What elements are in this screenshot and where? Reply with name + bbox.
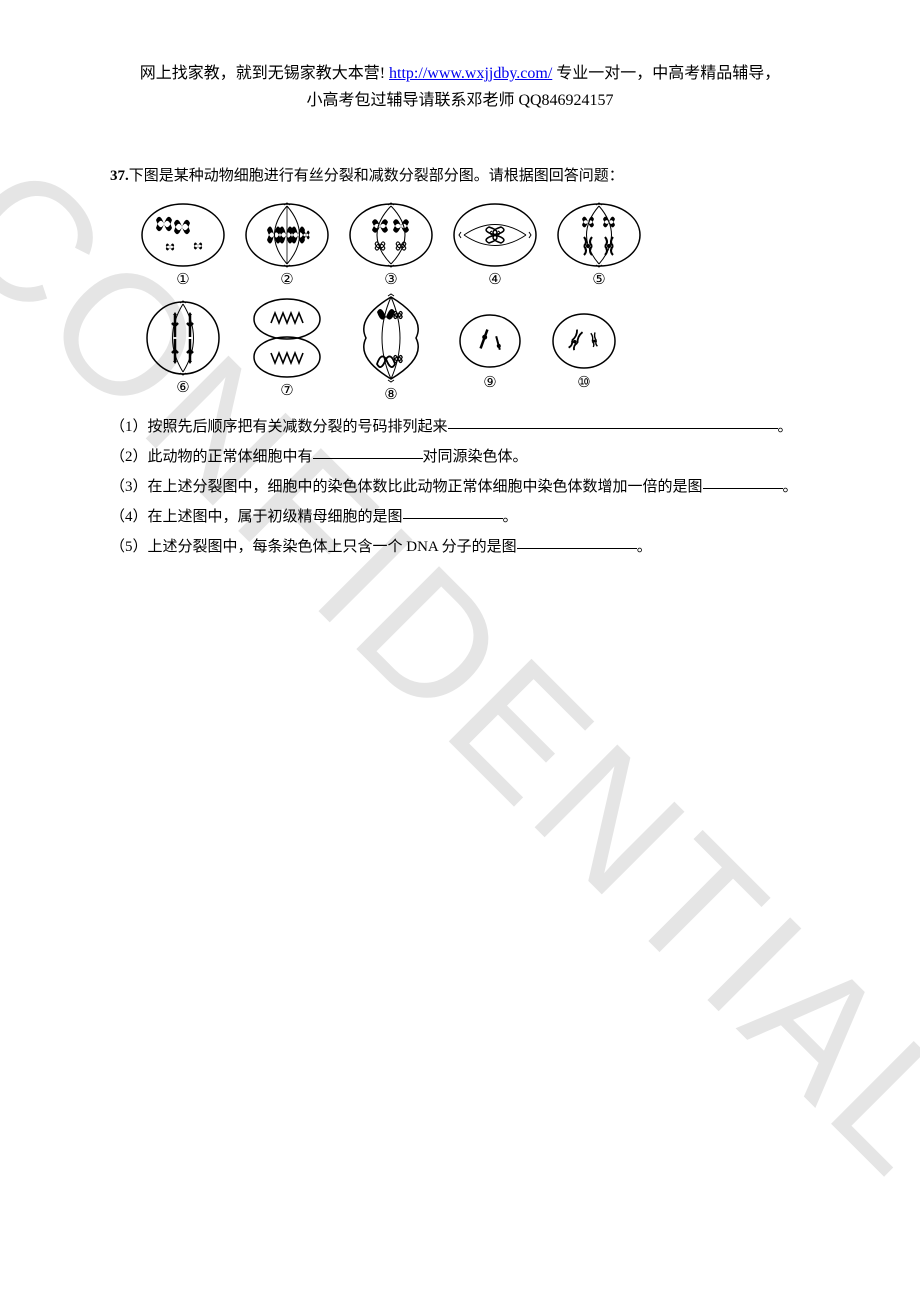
cell-5: ⑤ bbox=[556, 202, 642, 289]
subq-3-pre: （3）在上述分裂图中，细胞中的染色体数比此动物正常体细胞中染色体数增加一倍的是图 bbox=[110, 479, 703, 495]
subq-4: （4）在上述图中，属于初级精母细胞的是图 。 bbox=[110, 502, 810, 532]
cell-6: ⑥ bbox=[140, 300, 226, 397]
cell-diagrams: ① ② bbox=[140, 202, 810, 404]
cell-label-4: ④ bbox=[488, 270, 501, 289]
cell-label-2: ② bbox=[280, 270, 293, 289]
cell-2: ② bbox=[244, 202, 330, 289]
subq-3-end: 。 bbox=[783, 479, 798, 495]
subq-2-pre: （2）此动物的正常体细胞中有 bbox=[110, 449, 313, 465]
cell-label-5: ⑤ bbox=[592, 270, 605, 289]
subq-2-post: 对同源染色体。 bbox=[423, 449, 528, 465]
blank-2 bbox=[313, 444, 423, 459]
subq-1-end: 。 bbox=[778, 419, 793, 435]
cell-8: ⑧ bbox=[348, 293, 434, 404]
question-text: 下图是某种动物细胞进行有丝分裂和减数分裂部分图。请根据图回答问题： bbox=[129, 168, 624, 184]
cell-3: ③ bbox=[348, 202, 434, 289]
subq-4-pre: （4）在上述图中，属于初级精母细胞的是图 bbox=[110, 509, 403, 525]
header-pre-text: 网上找家教，就到无锡家教大本营! bbox=[140, 65, 389, 82]
header-line2: 小高考包过辅导请联系邓老师 QQ846924157 bbox=[306, 92, 613, 109]
subq-3: （3）在上述分裂图中，细胞中的染色体数比此动物正常体细胞中染色体数增加一倍的是图… bbox=[110, 472, 810, 502]
cell-9: ⑨ bbox=[452, 305, 528, 392]
sub-questions: （1）按照先后顺序把有关减数分裂的号码排列起来。 （2）此动物的正常体细胞中有对… bbox=[110, 412, 810, 562]
cell-label-6: ⑥ bbox=[176, 378, 189, 397]
cell-10: ⑩ bbox=[546, 305, 622, 392]
subq-5-end: 。 bbox=[637, 539, 652, 555]
subq-5: （5）上述分裂图中，每条染色体上只含一个 DNA 分子的是图 。 bbox=[110, 532, 810, 562]
cell-1: ① bbox=[140, 202, 226, 289]
blank-4 bbox=[403, 504, 503, 519]
cell-label-1: ① bbox=[176, 270, 189, 289]
subq-5-pre: （5）上述分裂图中，每条染色体上只含一个 DNA 分子的是图 bbox=[110, 539, 517, 555]
subq-1-pre: （1）按照先后顺序把有关减数分裂的号码排列起来 bbox=[110, 419, 448, 435]
diagram-row-1: ① ② bbox=[140, 202, 810, 289]
blank-3 bbox=[703, 474, 783, 489]
cell-label-7: ⑦ bbox=[280, 381, 293, 400]
cell-label-10: ⑩ bbox=[577, 373, 590, 392]
page-content: 网上找家教，就到无锡家教大本营! http://www.wxjjdby.com/… bbox=[0, 0, 920, 562]
header-link[interactable]: http://www.wxjjdby.com/ bbox=[389, 65, 552, 82]
header-post-text: 专业一对一，中高考精品辅导， bbox=[552, 65, 780, 82]
subq-1: （1）按照先后顺序把有关减数分裂的号码排列起来 。 bbox=[110, 412, 810, 442]
subq-4-end: 。 bbox=[503, 509, 518, 525]
blank-1 bbox=[448, 414, 778, 429]
question-number: 37. bbox=[110, 168, 129, 184]
cell-7: ⑦ bbox=[244, 297, 330, 400]
question-stem: 37.下图是某种动物细胞进行有丝分裂和减数分裂部分图。请根据图回答问题： bbox=[110, 164, 810, 190]
subq-2: （2）此动物的正常体细胞中有 对同源染色体。 bbox=[110, 442, 810, 472]
blank-5 bbox=[517, 534, 637, 549]
cell-label-9: ⑨ bbox=[483, 373, 496, 392]
cell-label-3: ③ bbox=[384, 270, 397, 289]
diagram-row-2: ⑥ ⑦ bbox=[140, 293, 810, 404]
cell-label-8: ⑧ bbox=[384, 385, 397, 404]
page-header: 网上找家教，就到无锡家教大本营! http://www.wxjjdby.com/… bbox=[110, 60, 810, 114]
cell-4: ④ bbox=[452, 202, 538, 289]
